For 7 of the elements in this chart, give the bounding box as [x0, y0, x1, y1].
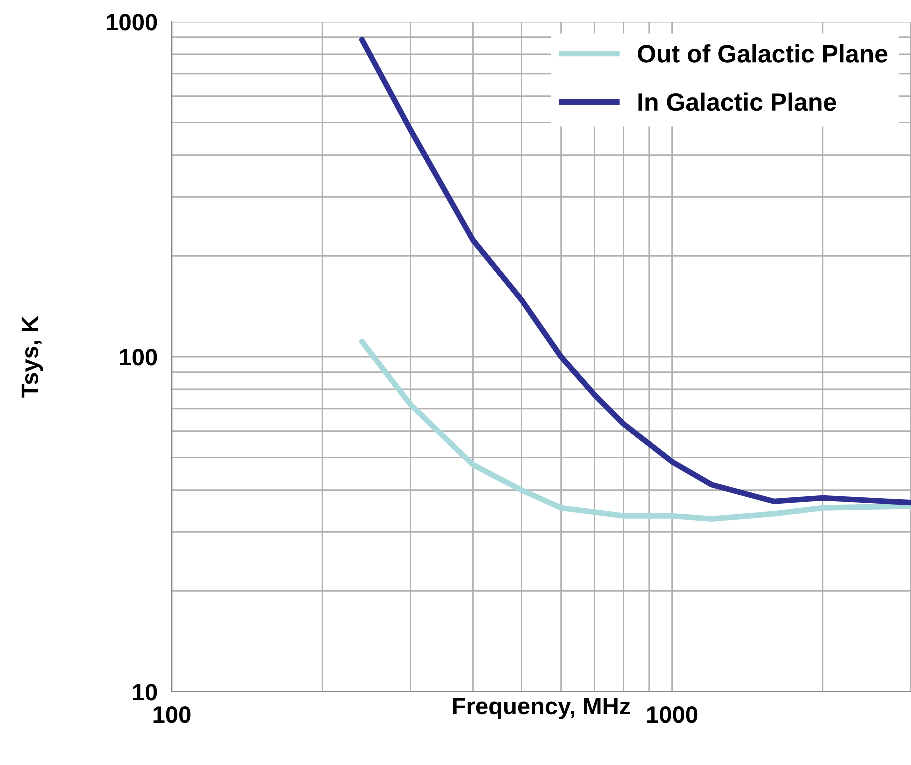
x-axis-title: Frequency, MHz — [453, 698, 630, 720]
legend-label: Out of Galactic Plane — [638, 44, 888, 63]
y-tick-label: 10 — [133, 684, 158, 701]
y-axis-title: Tsys, K — [22, 316, 44, 398]
y-tick-label: 100 — [120, 349, 158, 366]
legend-label: In Galactic Plane — [638, 92, 836, 112]
y-tick-label: 1000 — [107, 14, 158, 31]
